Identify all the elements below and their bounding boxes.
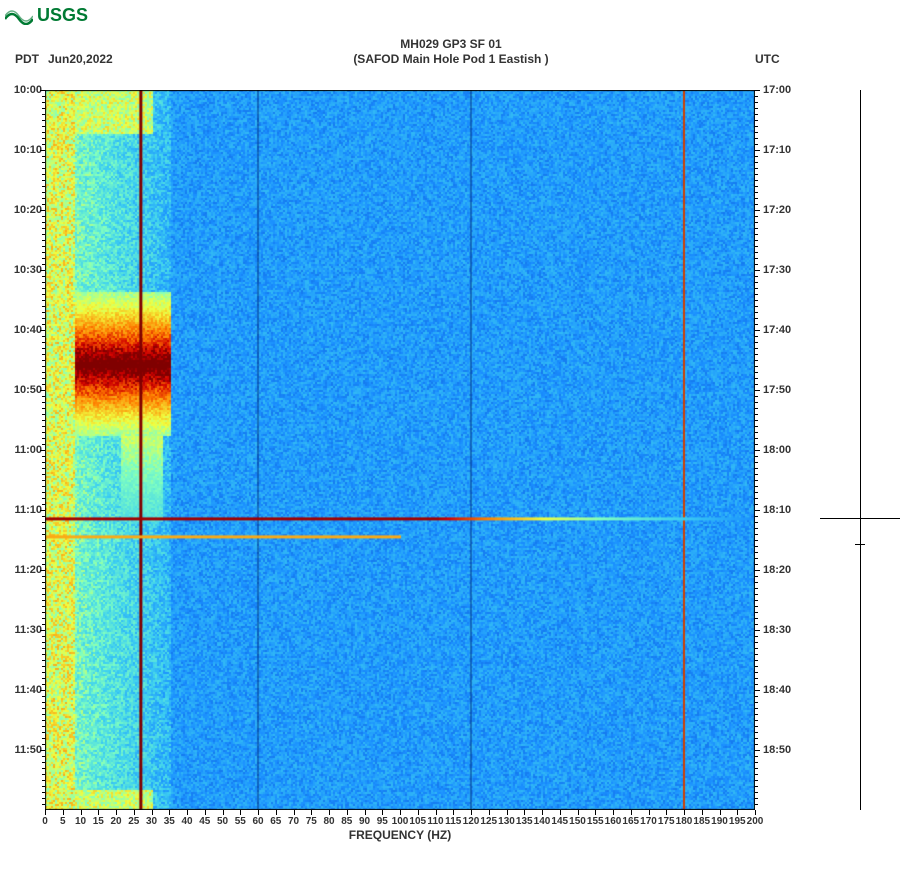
title-line-1: MH029 GP3 SF 01 <box>0 37 902 51</box>
pdt-label: PDT <box>15 52 39 66</box>
x-tick: 110 <box>427 816 443 827</box>
x-tick: 165 <box>622 816 639 827</box>
x-tick: 40 <box>181 816 192 827</box>
y-left-tick: 11:10 <box>2 504 42 516</box>
side-marker-axis <box>820 90 900 810</box>
x-tick: 195 <box>729 816 746 827</box>
y-left-tick: 11:20 <box>2 564 42 576</box>
x-tick: 10 <box>75 816 86 827</box>
utc-label: UTC <box>755 52 780 66</box>
x-tick: 190 <box>711 816 728 827</box>
y-right-tick: 18:00 <box>763 444 791 456</box>
x-tick: 180 <box>676 816 693 827</box>
x-tick: 90 <box>359 816 370 827</box>
x-tick: 145 <box>551 816 568 827</box>
x-tick: 25 <box>128 816 139 827</box>
logo-text: USGS <box>37 5 88 26</box>
y-right-tick: 17:40 <box>763 324 791 336</box>
x-tick: 185 <box>693 816 710 827</box>
side-axis-line <box>860 90 861 810</box>
y-left-tick: 11:30 <box>2 624 42 636</box>
y-left-tick: 11:00 <box>2 444 42 456</box>
x-tick: 30 <box>146 816 157 827</box>
x-tick: 125 <box>480 816 497 827</box>
spectrogram-plot <box>45 90 755 810</box>
y-right-tick: 18:10 <box>763 504 791 516</box>
x-tick: 140 <box>534 816 551 827</box>
x-tick: 120 <box>463 816 480 827</box>
x-tick: 130 <box>498 816 515 827</box>
x-tick: 45 <box>199 816 210 827</box>
y-left-tick: 10:40 <box>2 324 42 336</box>
y-right-tick: 18:30 <box>763 624 791 636</box>
y-left-tick: 10:10 <box>2 144 42 156</box>
y-right-tick: 17:00 <box>763 84 791 96</box>
x-tick: 50 <box>217 816 228 827</box>
y-right-tick: 18:20 <box>763 564 791 576</box>
x-tick: 55 <box>235 816 246 827</box>
y-left-tick: 10:00 <box>2 84 42 96</box>
y-right-tick: 18:50 <box>763 744 791 756</box>
x-tick: 135 <box>516 816 533 827</box>
x-tick: 200 <box>747 816 764 827</box>
x-tick: 15 <box>93 816 104 827</box>
x-tick: 155 <box>587 816 604 827</box>
y-right-tick: 17:50 <box>763 384 791 396</box>
x-tick: 0 <box>42 816 48 827</box>
x-tick: 5 <box>60 816 66 827</box>
x-tick: 85 <box>341 816 352 827</box>
x-tick: 65 <box>270 816 281 827</box>
x-tick: 20 <box>110 816 121 827</box>
x-tick: 105 <box>409 816 426 827</box>
x-tick: 150 <box>569 816 586 827</box>
date-label: Jun20,2022 <box>48 52 113 66</box>
x-tick: 60 <box>252 816 263 827</box>
x-tick: 70 <box>288 816 299 827</box>
x-tick: 160 <box>605 816 622 827</box>
x-tick: 170 <box>640 816 657 827</box>
y-right-tick: 17:20 <box>763 204 791 216</box>
x-tick: 100 <box>392 816 409 827</box>
x-tick: 35 <box>164 816 175 827</box>
x-tick: 115 <box>445 816 461 827</box>
y-left-tick: 10:20 <box>2 204 42 216</box>
x-tick: 175 <box>658 816 675 827</box>
x-tick: 75 <box>306 816 317 827</box>
y-left-tick: 10:50 <box>2 384 42 396</box>
y-left-tick: 11:40 <box>2 684 42 696</box>
y-right-tick: 17:30 <box>763 264 791 276</box>
wave-icon <box>5 7 33 25</box>
x-tick: 80 <box>323 816 334 827</box>
y-right-tick: 17:10 <box>763 144 791 156</box>
x-axis-label: FREQUENCY (HZ) <box>0 828 800 842</box>
y-left-tick: 11:50 <box>2 744 42 756</box>
usgs-logo: USGS <box>5 5 88 26</box>
x-tick: 95 <box>377 816 388 827</box>
y-right-tick: 18:40 <box>763 684 791 696</box>
y-left-tick: 10:30 <box>2 264 42 276</box>
